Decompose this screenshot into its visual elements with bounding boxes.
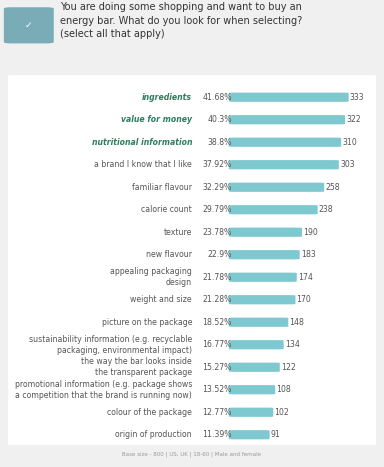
Text: 170: 170 — [296, 295, 311, 304]
FancyBboxPatch shape — [229, 295, 295, 304]
Text: 91: 91 — [271, 430, 281, 439]
Text: 310: 310 — [342, 138, 357, 147]
Text: value for money: value for money — [121, 115, 192, 124]
FancyBboxPatch shape — [229, 183, 324, 192]
Text: 23.78%: 23.78% — [203, 228, 232, 237]
Text: 134: 134 — [285, 340, 300, 349]
FancyBboxPatch shape — [229, 227, 302, 237]
FancyBboxPatch shape — [229, 273, 297, 282]
Text: the way the bar looks inside
the transparent package: the way the bar looks inside the transpa… — [81, 357, 192, 377]
Text: 258: 258 — [325, 183, 340, 192]
Text: 22.9%: 22.9% — [207, 250, 232, 259]
Text: origin of production: origin of production — [115, 430, 192, 439]
FancyBboxPatch shape — [229, 92, 349, 102]
Text: 41.68%: 41.68% — [202, 93, 232, 102]
Text: 190: 190 — [303, 228, 318, 237]
Text: a brand I know that I like: a brand I know that I like — [94, 160, 192, 169]
Text: new flavour: new flavour — [146, 250, 192, 259]
Text: 13.52%: 13.52% — [202, 385, 232, 394]
Text: 21.28%: 21.28% — [202, 295, 232, 304]
Text: 37.92%: 37.92% — [203, 160, 232, 169]
Text: 322: 322 — [346, 115, 361, 124]
Text: 32.29%: 32.29% — [203, 183, 232, 192]
Text: 174: 174 — [298, 273, 313, 282]
Text: 102: 102 — [274, 408, 289, 417]
Text: weight and size: weight and size — [131, 295, 192, 304]
Text: Base size - 800 | US, UK | 18-60 | Male and female: Base size - 800 | US, UK | 18-60 | Male … — [122, 452, 262, 457]
Text: calorie count: calorie count — [141, 205, 192, 214]
Text: 11.39%: 11.39% — [202, 430, 232, 439]
Text: 18.52%: 18.52% — [202, 318, 232, 327]
Text: 148: 148 — [290, 318, 304, 327]
Text: 108: 108 — [276, 385, 291, 394]
Text: 40.3%: 40.3% — [207, 115, 232, 124]
FancyBboxPatch shape — [229, 115, 345, 124]
Text: 238: 238 — [319, 205, 333, 214]
FancyBboxPatch shape — [229, 385, 275, 394]
Text: 303: 303 — [340, 160, 354, 169]
Text: 183: 183 — [301, 250, 316, 259]
Text: appealing packaging
design: appealing packaging design — [110, 267, 192, 287]
FancyBboxPatch shape — [229, 430, 270, 439]
Text: ingredients: ingredients — [142, 93, 192, 102]
Text: sustainability information (e.g. recyclable
packaging, environmental impact): sustainability information (e.g. recycla… — [29, 335, 192, 355]
FancyBboxPatch shape — [229, 205, 318, 214]
FancyBboxPatch shape — [229, 160, 339, 170]
Text: 38.8%: 38.8% — [207, 138, 232, 147]
Text: 15.27%: 15.27% — [202, 363, 232, 372]
Text: 122: 122 — [281, 363, 296, 372]
Text: nutritional information: nutritional information — [91, 138, 192, 147]
FancyBboxPatch shape — [229, 340, 284, 349]
FancyBboxPatch shape — [229, 250, 300, 259]
FancyBboxPatch shape — [229, 408, 273, 417]
Text: ✓: ✓ — [25, 21, 33, 30]
FancyBboxPatch shape — [229, 138, 341, 147]
Text: colour of the package: colour of the package — [107, 408, 192, 417]
Text: 16.77%: 16.77% — [202, 340, 232, 349]
Text: familiar flavour: familiar flavour — [132, 183, 192, 192]
Text: texture: texture — [164, 228, 192, 237]
FancyBboxPatch shape — [229, 362, 280, 372]
Text: promotional information (e.g. package shows
a competition that the brand is runn: promotional information (e.g. package sh… — [15, 380, 192, 400]
FancyBboxPatch shape — [4, 7, 54, 43]
Text: picture on the package: picture on the package — [101, 318, 192, 327]
Text: 12.77%: 12.77% — [202, 408, 232, 417]
Text: 29.79%: 29.79% — [203, 205, 232, 214]
FancyBboxPatch shape — [229, 318, 288, 327]
Text: 21.78%: 21.78% — [202, 273, 232, 282]
Text: You are doing some shopping and want to buy an
energy bar. What do you look for : You are doing some shopping and want to … — [60, 2, 302, 39]
FancyBboxPatch shape — [8, 75, 376, 446]
Text: 333: 333 — [350, 93, 364, 102]
